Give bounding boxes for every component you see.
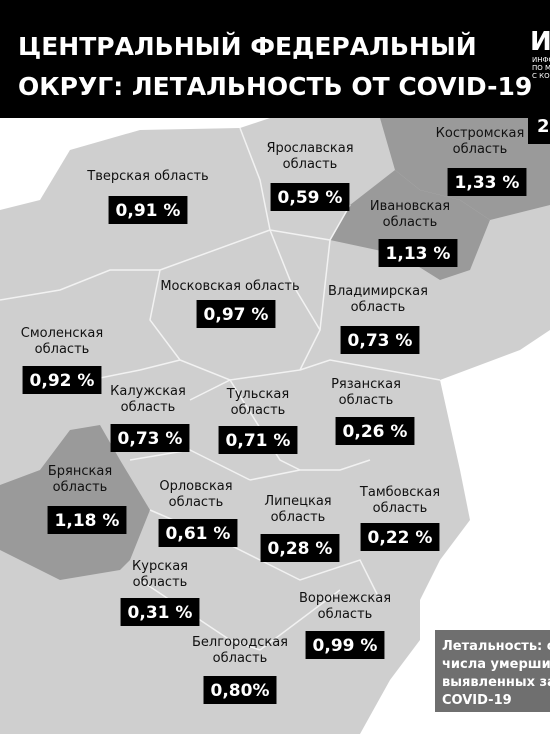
borders <box>0 127 441 651</box>
value-box <box>108 196 188 224</box>
region-value: 0,59 % <box>278 188 343 208</box>
value-box <box>203 676 277 704</box>
logo-text: С КОР <box>532 72 550 80</box>
note-line: Летальность: о <box>442 639 550 654</box>
region-name: Воронежская <box>299 591 391 606</box>
value-box <box>22 366 102 394</box>
region-name: Курская <box>132 559 188 574</box>
value-box <box>120 598 200 626</box>
region-name: область <box>283 157 338 172</box>
region-name: Калужская <box>110 384 186 399</box>
region-value: 0,91 % <box>116 201 181 221</box>
header-bar <box>0 0 550 118</box>
bryansk-region <box>0 425 150 580</box>
region-name: Тульская <box>226 387 289 402</box>
note-line: выявленных за <box>442 675 550 690</box>
region-name: область <box>35 342 90 357</box>
value-box <box>196 300 276 328</box>
value-box <box>110 424 190 452</box>
value-box <box>270 183 350 211</box>
region-value: 0,73 % <box>118 429 183 449</box>
region-name: Ярославская <box>266 141 353 156</box>
badge: 2 <box>537 116 550 137</box>
region-name: область <box>133 575 188 590</box>
region-name: Тамбовская <box>359 485 440 500</box>
note-box <box>435 630 550 712</box>
region-value: 0,26 % <box>343 422 408 442</box>
value-box <box>218 426 298 454</box>
region-value: 0,92 % <box>30 371 95 391</box>
value-box <box>158 519 238 547</box>
region-name: область <box>351 300 406 315</box>
region-value: 0,80% <box>211 681 270 701</box>
title-line: ОКРУГ: ЛЕТАЛЬНОСТЬ ОТ COVID-19 <box>18 72 532 101</box>
region-value: 0,99 % <box>313 636 378 656</box>
logo-text: ИНФО <box>532 56 550 64</box>
region-value: 0,31 % <box>128 603 193 623</box>
value-box <box>47 506 127 534</box>
region-value: 1,33 % <box>455 173 520 193</box>
logo-text: ПО МО <box>532 64 550 72</box>
region-name: область <box>453 142 508 157</box>
region-value: 0,22 % <box>368 528 433 548</box>
region-value: 1,13 % <box>386 244 451 264</box>
region-name: область <box>373 501 428 516</box>
region-value: 1,18 % <box>55 511 120 531</box>
region-value: 0,28 % <box>268 539 333 559</box>
value-box <box>335 417 415 445</box>
value-box <box>260 534 340 562</box>
region-name: Владимирская <box>328 284 428 299</box>
region-name: Липецкая <box>264 494 331 509</box>
value-box <box>360 523 440 551</box>
region-name: область <box>231 403 286 418</box>
value-box <box>447 168 527 196</box>
region-name: Орловская <box>159 479 232 494</box>
region-name: область <box>213 651 268 666</box>
value-box <box>305 631 385 659</box>
region-name: область <box>169 495 224 510</box>
region-name: Рязанская <box>331 377 401 392</box>
title-line: ЦЕНТРАЛЬНЫЙ ФЕДЕРАЛЬНЫЙ <box>18 32 477 61</box>
region-name: Тверская область <box>86 169 208 184</box>
region-name: Смоленская <box>21 326 103 341</box>
region-name: Брянская <box>48 464 112 479</box>
region-name: Московская область <box>160 279 299 294</box>
region-name: область <box>339 393 394 408</box>
region-name: область <box>53 480 108 495</box>
badge-box <box>528 118 550 144</box>
region-name: область <box>121 400 176 415</box>
region-name: Белгородская <box>192 635 288 650</box>
region-value: 0,71 % <box>226 431 291 451</box>
note-line: COVID-19 <box>442 693 512 708</box>
region-name: область <box>383 215 438 230</box>
region-name: область <box>318 607 373 622</box>
region-name: область <box>271 510 326 525</box>
value-box <box>378 239 458 267</box>
region-value: 0,61 % <box>166 524 231 544</box>
region-value: 0,97 % <box>204 305 269 325</box>
region-name: Костромская <box>436 126 525 141</box>
value-box <box>340 326 420 354</box>
note-line: числа умерших <box>442 657 550 672</box>
region-name: Ивановская <box>370 199 450 214</box>
region-value: 0,73 % <box>348 331 413 351</box>
note: Летальность: о числа умерших выявленных за… <box>442 639 550 708</box>
logo: ИА <box>530 27 550 57</box>
